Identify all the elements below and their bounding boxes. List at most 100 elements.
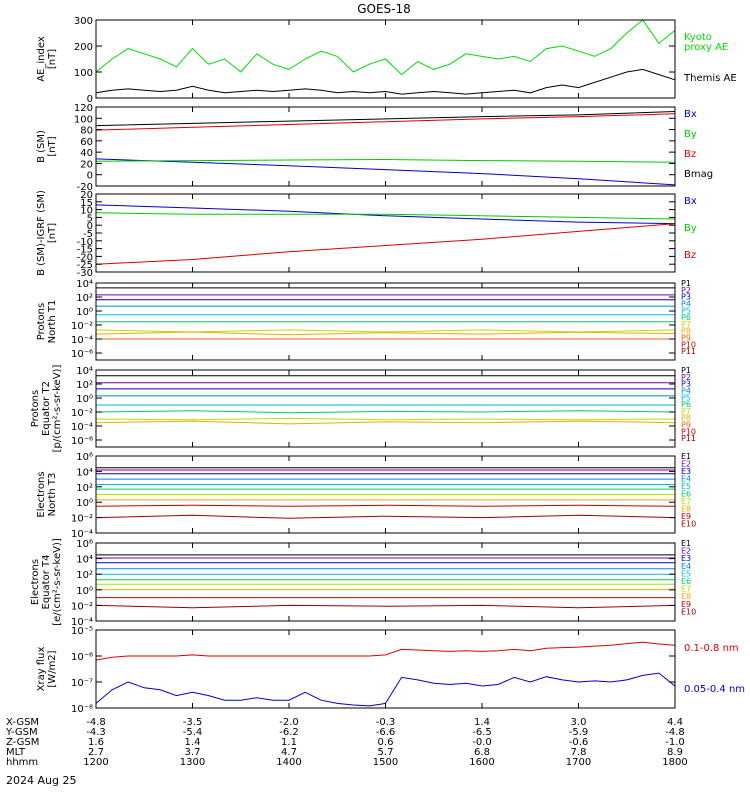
legend-label: Bz	[684, 250, 696, 261]
y-tick-label: 10⁻⁷	[71, 678, 93, 689]
orbit-cell: -6.6	[376, 727, 396, 738]
legend-label: E6	[681, 577, 691, 586]
orbit-cell: 1800	[662, 757, 687, 768]
y-axis-label: [p/(cm²-s-sr-keV)]	[52, 365, 63, 453]
panel-5: 10⁻⁶ 10⁻⁴ 10⁻² 10⁰ 10² 10⁴ Protons Equator T2 [p…	[30, 365, 696, 453]
legend-label: E9	[681, 600, 691, 609]
legend-label: P11	[681, 347, 696, 356]
orbit-cell: -4.8	[86, 717, 106, 728]
legend-label: E6	[681, 490, 691, 499]
panel-8: 10⁻⁸ 10⁻⁷ 10⁻⁶ 10⁻⁵ Xray flux [W/m2] 0.1-0.8 n…	[36, 626, 745, 715]
legend-label: P2	[681, 373, 691, 382]
orbit-cell: 4.7	[281, 747, 297, 758]
orbit-cell: 2.7	[88, 747, 104, 758]
y-tick-label: 5	[87, 213, 93, 224]
y-axis-label: North T1	[47, 300, 58, 344]
y-tick-label: -20	[77, 252, 93, 263]
legend-label: E7	[681, 585, 691, 594]
orbit-cell: -6.5	[472, 727, 492, 738]
y-tick-label: 20	[80, 190, 93, 201]
y-tick-label: 10⁻⁴	[71, 422, 93, 433]
y-tick-label: 60	[80, 137, 93, 148]
y-tick-label: 10⁴	[76, 366, 93, 377]
orbit-cell: -1.0	[665, 737, 685, 748]
y-tick-label: 10⁴	[76, 555, 93, 566]
y-tick-label: 100	[74, 114, 93, 125]
legend-label: P6	[681, 400, 691, 409]
orbit-cell: -4.8	[665, 727, 685, 738]
legend-label: E10	[681, 520, 696, 529]
orbit-cell: 1.6	[88, 737, 104, 748]
series-line-bx	[95, 158, 676, 186]
y-tick-label: 10⁻²	[71, 408, 93, 419]
legend-label: P3	[681, 293, 691, 302]
legend-label: 0.05-0.4 nm	[684, 684, 745, 695]
legend-label: Bx	[684, 109, 697, 120]
legend-label: P9	[681, 421, 691, 430]
orbit-cell: -0.6	[569, 737, 589, 748]
legend-label: P3	[681, 380, 691, 389]
y-axis-label: Equator T2	[41, 381, 52, 436]
y-tick-label: 15	[80, 198, 93, 209]
y-axis-label: AE_index	[36, 36, 47, 82]
y-axis-label: Electrons	[36, 471, 47, 517]
y-tick-label: 0	[87, 94, 93, 105]
series-line-bz	[95, 113, 676, 131]
y-tick-label: 40	[80, 148, 93, 159]
legend-label: P10	[681, 427, 696, 436]
y-tick-label: 0	[87, 171, 93, 182]
legend-label: P4	[681, 299, 691, 308]
y-tick-label: 10⁻⁴	[71, 617, 93, 628]
y-tick-label: 80	[80, 126, 93, 137]
y-tick-label: 10⁻²	[71, 514, 93, 525]
series-line-bmag	[95, 111, 676, 127]
y-tick-label: 10⁻⁴	[71, 529, 93, 540]
legend-label: By	[684, 223, 697, 234]
y-tick-label: 10²	[76, 570, 93, 581]
orbit-row-label: MLT	[6, 747, 26, 758]
series-line-p7	[95, 417, 676, 421]
y-tick-label: -30	[77, 268, 93, 279]
legend-label: E4	[681, 562, 691, 571]
y-axis-label: [nT]	[47, 223, 58, 243]
series-line-0-1-0-8-nm	[95, 641, 676, 661]
y-tick-label: 10⁻⁸	[71, 704, 93, 715]
y-tick-label: -25	[77, 260, 93, 271]
orbit-cell: -6.2	[279, 727, 299, 738]
y-tick-label: 200	[74, 42, 93, 53]
y-axis-label: [W/m2]	[47, 650, 58, 687]
y-tick-label: 10⁶	[76, 539, 93, 550]
orbit-row-label: hhmm	[6, 757, 38, 768]
y-tick-label: 10⁴	[76, 467, 93, 478]
series-line-themis-ae	[95, 68, 676, 95]
legend-label: E1	[681, 539, 691, 548]
legend-label: P1	[681, 366, 691, 375]
y-tick-label: 10⁰	[76, 394, 93, 405]
orbit-cell: 8.9	[667, 747, 683, 758]
y-axis-label: North T3	[47, 473, 58, 517]
y-tick-label: 300	[74, 16, 93, 27]
orbit-row-label: X-GSM	[6, 717, 39, 728]
y-axis-label: Equator T4	[41, 555, 52, 610]
orbit-cell: 1500	[373, 757, 398, 768]
y-tick-label: 10⁻⁶	[71, 436, 93, 447]
series-line-e9	[95, 504, 676, 507]
orbit-table: X-GSMY-GSMZ-GSMMLThhmm-4.8-4.31.62.71200…	[5, 717, 688, 768]
legend-label: Themis AE	[683, 73, 737, 84]
orbit-cell: -2.0	[279, 717, 299, 728]
y-tick-label: -5	[83, 229, 93, 240]
legend-label: 0.1-0.8 nm	[684, 643, 739, 654]
legend-label: P6	[681, 313, 691, 322]
panel-4: 10⁻⁶ 10⁻⁴ 10⁻² 10⁰ 10² 10⁴ Protons North T1 P1P2…	[36, 279, 696, 361]
date-label: 2024 Aug 25	[6, 774, 76, 787]
series-line-by	[95, 158, 676, 163]
series-line-0-05-0-4-nm	[95, 672, 676, 707]
series-line-e10	[95, 514, 676, 519]
y-tick-label: 10⁻⁶	[71, 652, 93, 663]
panel-frame	[95, 369, 676, 448]
y-axis-label: B (SM)-IGRF (SM)	[36, 190, 47, 276]
series-line-p7	[95, 329, 676, 333]
